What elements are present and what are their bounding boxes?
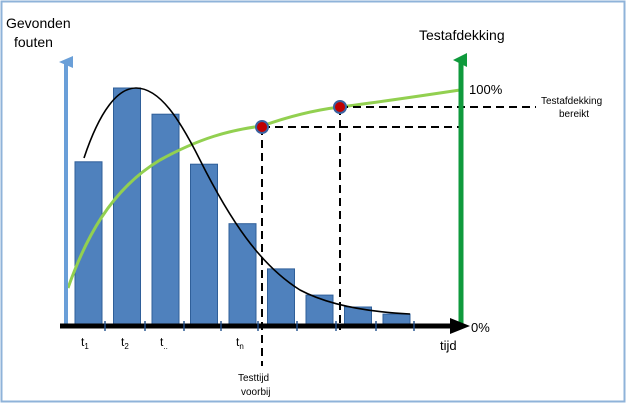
time-axis-arrowhead	[450, 318, 470, 334]
fault-bar-5	[228, 223, 257, 327]
fault-curve	[83, 87, 411, 315]
fault-bar-2	[113, 87, 141, 327]
pct-100-label: 100%	[469, 82, 503, 97]
fault-bar-7	[305, 294, 334, 327]
left-axis-label-line2: fouten	[14, 34, 53, 50]
tick-label-t1: t1	[81, 335, 89, 351]
tick-label-tn-sub: n	[239, 342, 243, 351]
tick-label-tdots: t..	[160, 335, 168, 351]
tick-label-t2: t2	[121, 335, 129, 351]
tick-label-tdots-base: t	[160, 335, 164, 349]
fault-bar-1	[74, 161, 103, 327]
fault-bars	[74, 87, 411, 327]
tick-label-t1-sub: 1	[84, 342, 89, 351]
fault-bar-3	[151, 113, 180, 327]
time-axis-label: tijd	[440, 338, 457, 353]
marker-test-time-over	[255, 120, 269, 134]
pct-0-label: 0%	[471, 320, 490, 335]
marker-coverage-reached	[333, 100, 347, 114]
right-axis-label: Testafdekking	[419, 27, 505, 43]
coverage-reached-label-line2: bereikt	[559, 109, 589, 120]
time-ticks	[104, 321, 415, 331]
fault-bar-4	[190, 163, 218, 327]
fault-bar-6	[267, 268, 295, 327]
test-time-over-label-line2: voorbij	[241, 387, 270, 398]
left-axis-label-line1: Gevonden	[6, 15, 71, 31]
tick-label-tdots-sub: ..	[163, 342, 167, 351]
tick-label-tn: tn	[236, 335, 244, 351]
test-time-over-label-line1: Testtijd	[238, 373, 269, 384]
tick-label-t1-base: t	[81, 335, 85, 349]
coverage-reached-label-line1: Testafdekking	[541, 96, 602, 107]
tick-label-t2-base: t	[121, 335, 125, 349]
tick-label-t2-sub: 2	[124, 342, 129, 351]
tick-label-tn-base: t	[236, 335, 240, 349]
